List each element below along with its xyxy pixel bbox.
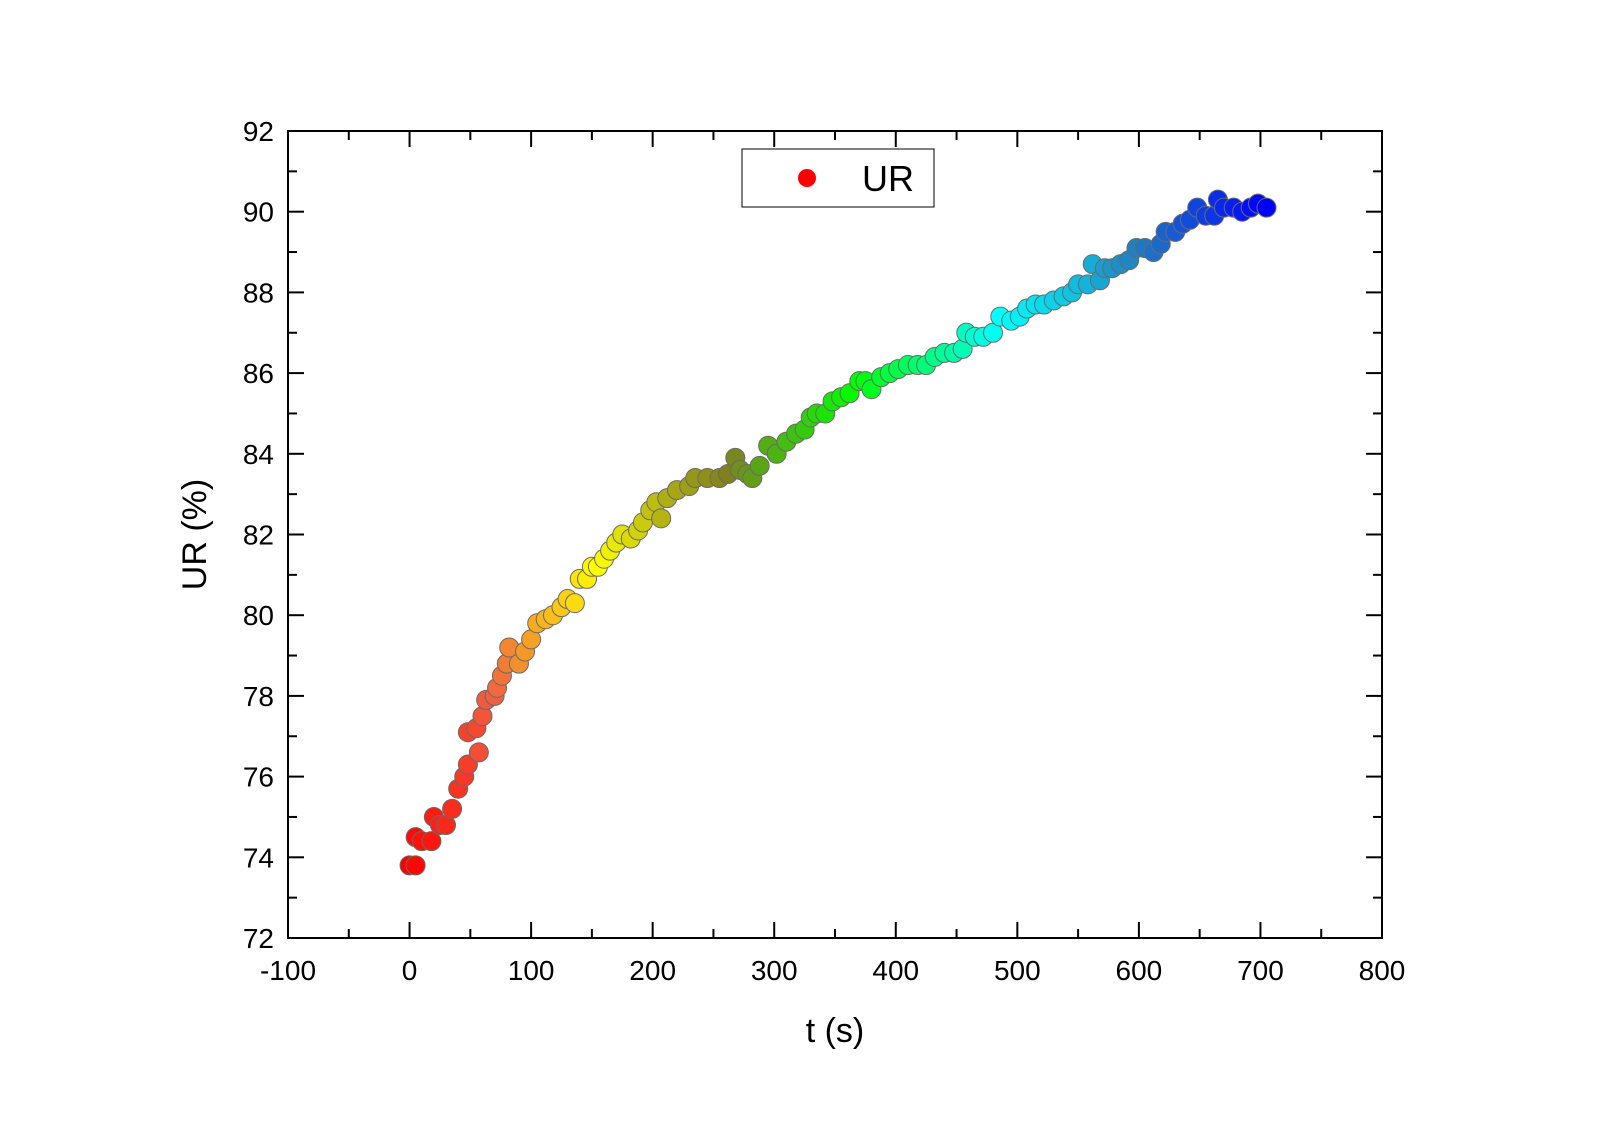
- data-points: [399, 189, 1277, 876]
- x-tick-label: 400: [872, 955, 919, 986]
- y-tick-label: 84: [243, 439, 274, 470]
- y-tick-label: 74: [243, 842, 274, 873]
- axis-ticks: -100 0 100 200 300 400 500 600 700 800 72 74 76 78 80 8…: [243, 116, 1406, 986]
- y-tick-label: 76: [243, 762, 274, 793]
- y-tick-label: 72: [243, 923, 274, 954]
- y-tick-label: 86: [243, 358, 274, 389]
- x-tick-label: 300: [751, 955, 798, 986]
- y-tick-label: 78: [243, 681, 274, 712]
- x-tick-label: 500: [994, 955, 1041, 986]
- y-tick-label: 82: [243, 520, 274, 551]
- y-tick-label: 88: [243, 277, 274, 308]
- legend-label-ur: UR: [862, 158, 914, 199]
- x-axis-title: t (s): [806, 1012, 865, 1050]
- legend-marker-ur: [798, 169, 816, 187]
- x-tick-label: 700: [1237, 955, 1284, 986]
- x-tick-label: 200: [629, 955, 676, 986]
- x-tick-label: -100: [260, 955, 316, 986]
- data-point: [749, 455, 770, 476]
- data-point: [442, 798, 463, 819]
- legend-box: [741, 148, 935, 208]
- x-tick-label: 600: [1116, 955, 1163, 986]
- data-point: [564, 593, 585, 614]
- data-point: [405, 855, 426, 876]
- data-point: [421, 831, 442, 852]
- data-point: [1256, 197, 1277, 218]
- y-tick-label: 92: [243, 116, 274, 147]
- y-tick-label: 90: [243, 197, 274, 228]
- data-point: [468, 742, 489, 763]
- y-tick-label: 80: [243, 600, 274, 631]
- x-tick-label: 800: [1359, 955, 1406, 986]
- legend: UR: [741, 148, 935, 208]
- x-tick-label: 100: [508, 955, 555, 986]
- x-tick-label: 0: [402, 955, 418, 986]
- data-point: [651, 508, 672, 529]
- y-axis-title: UR (%): [176, 479, 214, 590]
